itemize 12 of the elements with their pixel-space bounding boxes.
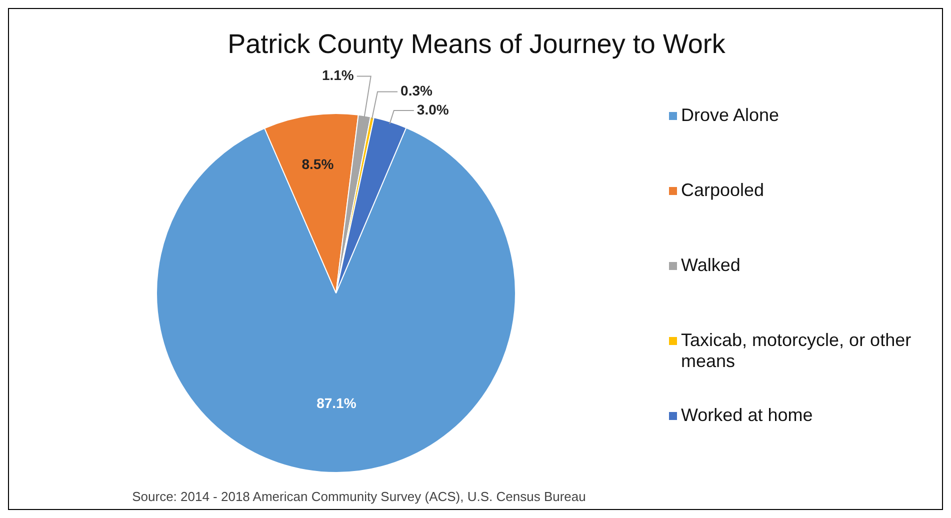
legend-label: Taxicab, motorcycle, or other means <box>681 330 912 372</box>
source-note: Source: 2014 - 2018 American Community Survey (ACS), U.S. Census Bureau <box>131 489 587 504</box>
data-label: 0.3% <box>400 82 433 99</box>
chart-title: Patrick County Means of Journey to Work <box>226 29 726 60</box>
legend-label: Carpooled <box>681 180 764 201</box>
data-label: 3.0% <box>416 101 450 118</box>
data-label: 1.1% <box>322 67 354 84</box>
data-label: 8.5% <box>302 156 334 172</box>
legend-label: Worked at home <box>681 405 813 426</box>
legend-label: Walked <box>681 255 740 276</box>
data-label: 87.1% <box>316 395 357 412</box>
legend-label: Drove Alone <box>681 105 780 126</box>
